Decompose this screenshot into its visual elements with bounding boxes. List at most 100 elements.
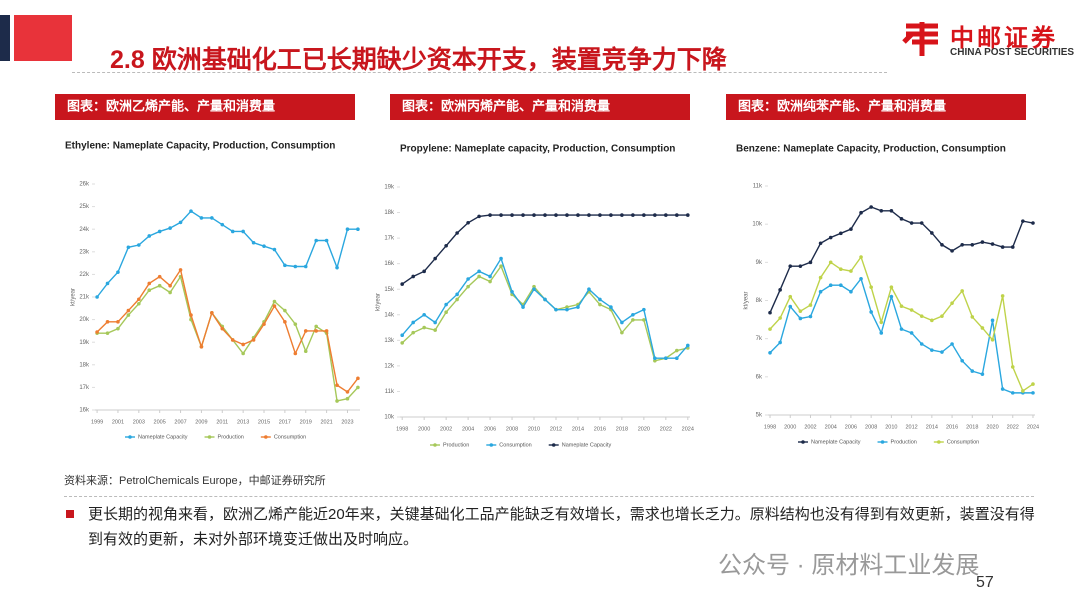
data-point xyxy=(283,320,287,324)
data-point xyxy=(95,295,99,299)
y-tick-label: 22k xyxy=(79,272,90,278)
series-line xyxy=(96,268,359,393)
data-point xyxy=(960,359,964,363)
y-tick-label: 9k xyxy=(756,260,763,266)
data-point xyxy=(400,341,404,345)
data-point xyxy=(909,331,914,335)
panel-label-bg xyxy=(726,94,1026,120)
data-point xyxy=(889,294,894,299)
data-point xyxy=(356,227,360,231)
data-point xyxy=(510,289,514,294)
data-point xyxy=(899,304,904,309)
data-point xyxy=(808,303,813,307)
data-point xyxy=(609,213,613,217)
data-point xyxy=(422,269,426,274)
panel-label-bg xyxy=(390,94,690,120)
data-point xyxy=(1021,389,1025,393)
y-tick-label: 25k xyxy=(79,204,90,210)
data-point xyxy=(576,305,580,309)
x-tick-label: 2000 xyxy=(418,426,430,432)
data-point xyxy=(990,242,995,246)
x-tick-label: 2010 xyxy=(528,426,540,432)
data-point xyxy=(798,316,803,321)
legend-label: Production xyxy=(218,434,244,440)
x-tick-label: 2012 xyxy=(550,426,562,432)
y-tick-label: 20k xyxy=(79,317,90,323)
data-point xyxy=(116,270,120,274)
data-point xyxy=(411,274,415,279)
x-tick-label: 2022 xyxy=(660,426,672,432)
bullet xyxy=(66,510,74,518)
data-point xyxy=(488,274,492,279)
data-point xyxy=(521,213,525,217)
data-point xyxy=(241,229,245,234)
data-point xyxy=(466,277,470,281)
y-tick-label: 11k xyxy=(753,184,763,190)
data-point xyxy=(272,304,277,308)
chart-title: Ethylene: Nameplate Capacity, Production… xyxy=(65,141,335,152)
data-point xyxy=(499,256,503,261)
panel-label: 图表：欧洲丙烯产能、产量和消费量 xyxy=(402,98,610,113)
data-point xyxy=(477,269,481,274)
data-point xyxy=(345,396,350,401)
data-point xyxy=(147,288,152,293)
series-line xyxy=(769,206,1034,313)
data-point xyxy=(241,342,245,347)
x-tick-label: 2008 xyxy=(865,424,877,430)
source: 资料来源：PetrolChemicals Europe，中邮证券研究所 xyxy=(64,475,326,487)
data-point xyxy=(1000,294,1005,298)
data-point xyxy=(314,329,318,333)
data-point xyxy=(400,333,404,338)
data-point xyxy=(168,283,172,288)
x-tick-label: 2023 xyxy=(341,419,353,425)
data-point xyxy=(105,320,110,324)
data-point xyxy=(1000,387,1005,391)
legend-label: Consumption xyxy=(947,439,979,445)
data-point xyxy=(808,260,813,265)
data-point xyxy=(116,320,120,324)
y-tick-label: 12k xyxy=(384,363,395,369)
data-point xyxy=(778,316,782,320)
data-point xyxy=(620,320,624,325)
data-point xyxy=(631,213,635,217)
y-tick-label: 17k xyxy=(384,236,395,242)
data-point xyxy=(293,351,298,356)
data-point xyxy=(642,318,646,322)
x-tick-label: 1998 xyxy=(396,426,408,432)
y-tick-label: 23k xyxy=(79,249,90,255)
data-point xyxy=(283,308,287,313)
data-point xyxy=(314,324,318,329)
x-tick-label: 2004 xyxy=(825,424,837,430)
data-point xyxy=(477,274,481,279)
legend-label: Nameplate Capacity xyxy=(811,439,861,445)
data-point xyxy=(303,329,308,333)
data-point xyxy=(532,213,536,217)
data-point xyxy=(980,372,985,376)
x-tick-label: 2008 xyxy=(506,426,518,432)
data-point xyxy=(444,243,448,248)
watermark: 公众号 · 原材料工业发展 xyxy=(718,552,980,579)
data-point xyxy=(808,314,813,319)
data-point xyxy=(157,229,162,234)
data-point xyxy=(818,289,823,294)
data-point xyxy=(990,318,995,323)
logo-subtext: CHINA POST SECURITIES xyxy=(950,47,1075,58)
legend-marker xyxy=(264,435,268,439)
data-point xyxy=(960,289,964,293)
data-point xyxy=(960,242,964,247)
x-tick-label: 2016 xyxy=(946,424,958,430)
logo-icon xyxy=(902,22,938,56)
x-tick-label: 2006 xyxy=(484,426,496,432)
data-point xyxy=(950,301,954,305)
y-axis-label: kt/year xyxy=(71,288,77,306)
data-point xyxy=(859,276,863,281)
y-tick-label: 18k xyxy=(384,210,395,216)
data-point xyxy=(798,264,803,268)
logo-text: 中邮证券 xyxy=(950,25,1058,52)
legend-marker xyxy=(128,435,132,439)
data-point xyxy=(576,213,580,217)
data-point xyxy=(126,313,131,317)
data-point xyxy=(869,285,873,289)
data-point xyxy=(488,279,492,284)
data-point xyxy=(356,385,360,390)
